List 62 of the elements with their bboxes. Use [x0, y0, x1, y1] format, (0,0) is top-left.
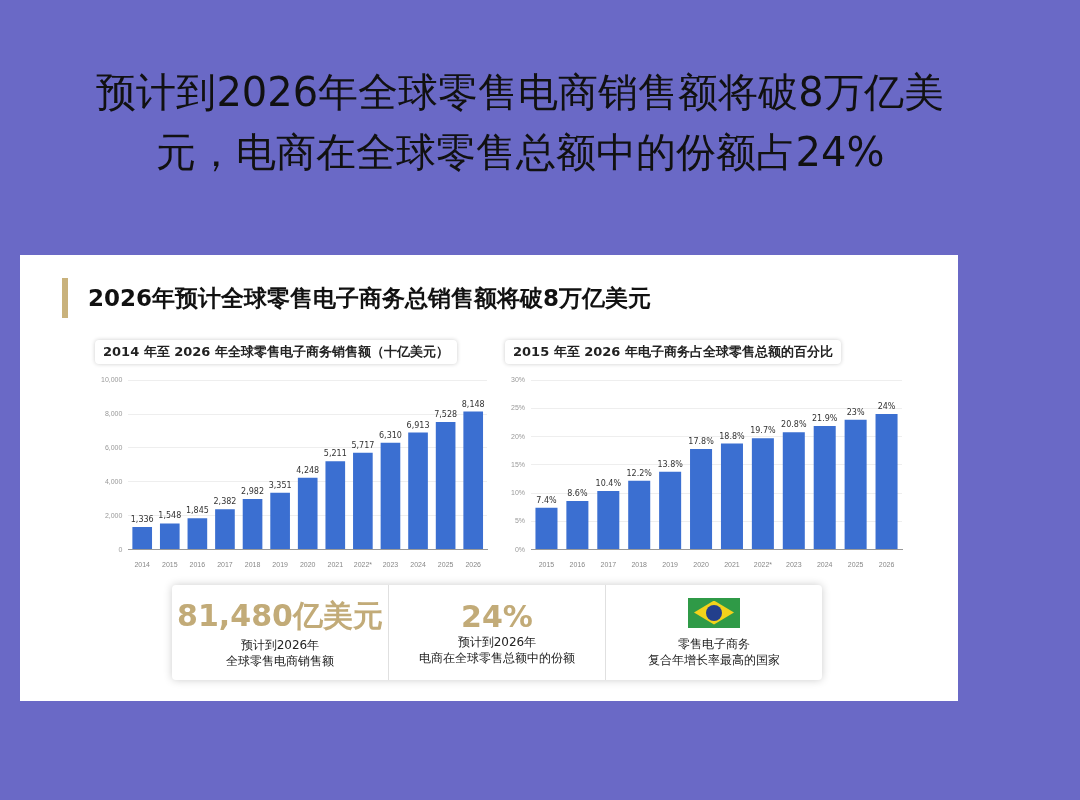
text: 复合年增长率最高的国家 — [648, 651, 780, 668]
data-label: 10.4% — [595, 478, 622, 488]
bar — [566, 501, 589, 550]
data-label: 24% — [877, 402, 896, 412]
data-label: 1,845 — [185, 506, 209, 516]
data-label: 19.7% — [750, 426, 776, 436]
bar — [215, 509, 235, 550]
bar — [690, 449, 713, 550]
data-label: 20.8% — [781, 420, 807, 430]
text: 81,480亿美元 — [177, 597, 383, 635]
bar — [325, 461, 346, 550]
data-label: 8.6% — [567, 489, 588, 499]
data-label: 2,982 — [241, 487, 264, 497]
text: 预计到2026年 — [240, 637, 320, 653]
bar — [628, 480, 651, 550]
bar — [813, 425, 836, 550]
data-label: 6,913 — [406, 420, 430, 430]
data-label: 8,148 — [461, 399, 485, 409]
data-label: 5,717 — [351, 440, 375, 450]
chart-title: 2015 年至 2026 年电子商务占全球零售总额的百分比 — [505, 340, 841, 364]
data-label: 1,548 — [158, 511, 182, 521]
bar — [659, 471, 682, 550]
data-label: 2,382 — [213, 497, 237, 507]
bar — [435, 422, 456, 550]
text: 全球零售电商销售额 — [226, 653, 334, 669]
data-label: 4,248 — [296, 465, 320, 475]
text: 预计到2026年全球零售电商销售额将破8万亿美元，电商在全球零售总额中的份额占24% — [95, 68, 945, 177]
bar — [380, 442, 401, 550]
bar — [242, 499, 263, 550]
bar — [297, 477, 318, 550]
data-label: 5,211 — [323, 449, 347, 459]
bar — [408, 432, 428, 550]
bar — [597, 490, 620, 550]
data-label: 6,310 — [379, 430, 402, 440]
data-label: 7.4% — [536, 495, 558, 505]
bar — [463, 411, 484, 550]
bar — [159, 523, 180, 550]
bar — [132, 526, 153, 550]
bar — [720, 443, 743, 550]
data-label: 1,336 — [130, 515, 154, 525]
bar — [751, 438, 774, 550]
text: 预计到2026年 — [457, 634, 537, 650]
bar — [270, 492, 290, 550]
bar — [782, 432, 805, 550]
chart-title: 2014 年至 2026 年全球零售电子商务销售额（十亿美元） — [95, 340, 457, 364]
bar — [535, 507, 558, 550]
data-label: 12.2% — [626, 468, 653, 478]
text: 24% — [461, 599, 533, 634]
data-label: 23% — [846, 407, 865, 417]
data-label: 7,528 — [434, 410, 458, 420]
bar — [187, 518, 208, 550]
bar — [875, 414, 898, 550]
data-label: 3,351 — [268, 480, 292, 490]
bar — [844, 419, 867, 550]
text: 2026年预计全球零售电子商务总销售额将破8万亿美元 — [62, 278, 652, 318]
data-label: 13.8% — [657, 459, 684, 469]
text: 电商在全球零售总额中的份额 — [419, 650, 575, 666]
data-label: 21.9% — [812, 414, 838, 424]
text: 零售电子商务 — [678, 635, 750, 652]
data-label: 17.8% — [688, 437, 715, 447]
bar — [353, 452, 373, 550]
data-label: 18.8% — [719, 431, 746, 441]
